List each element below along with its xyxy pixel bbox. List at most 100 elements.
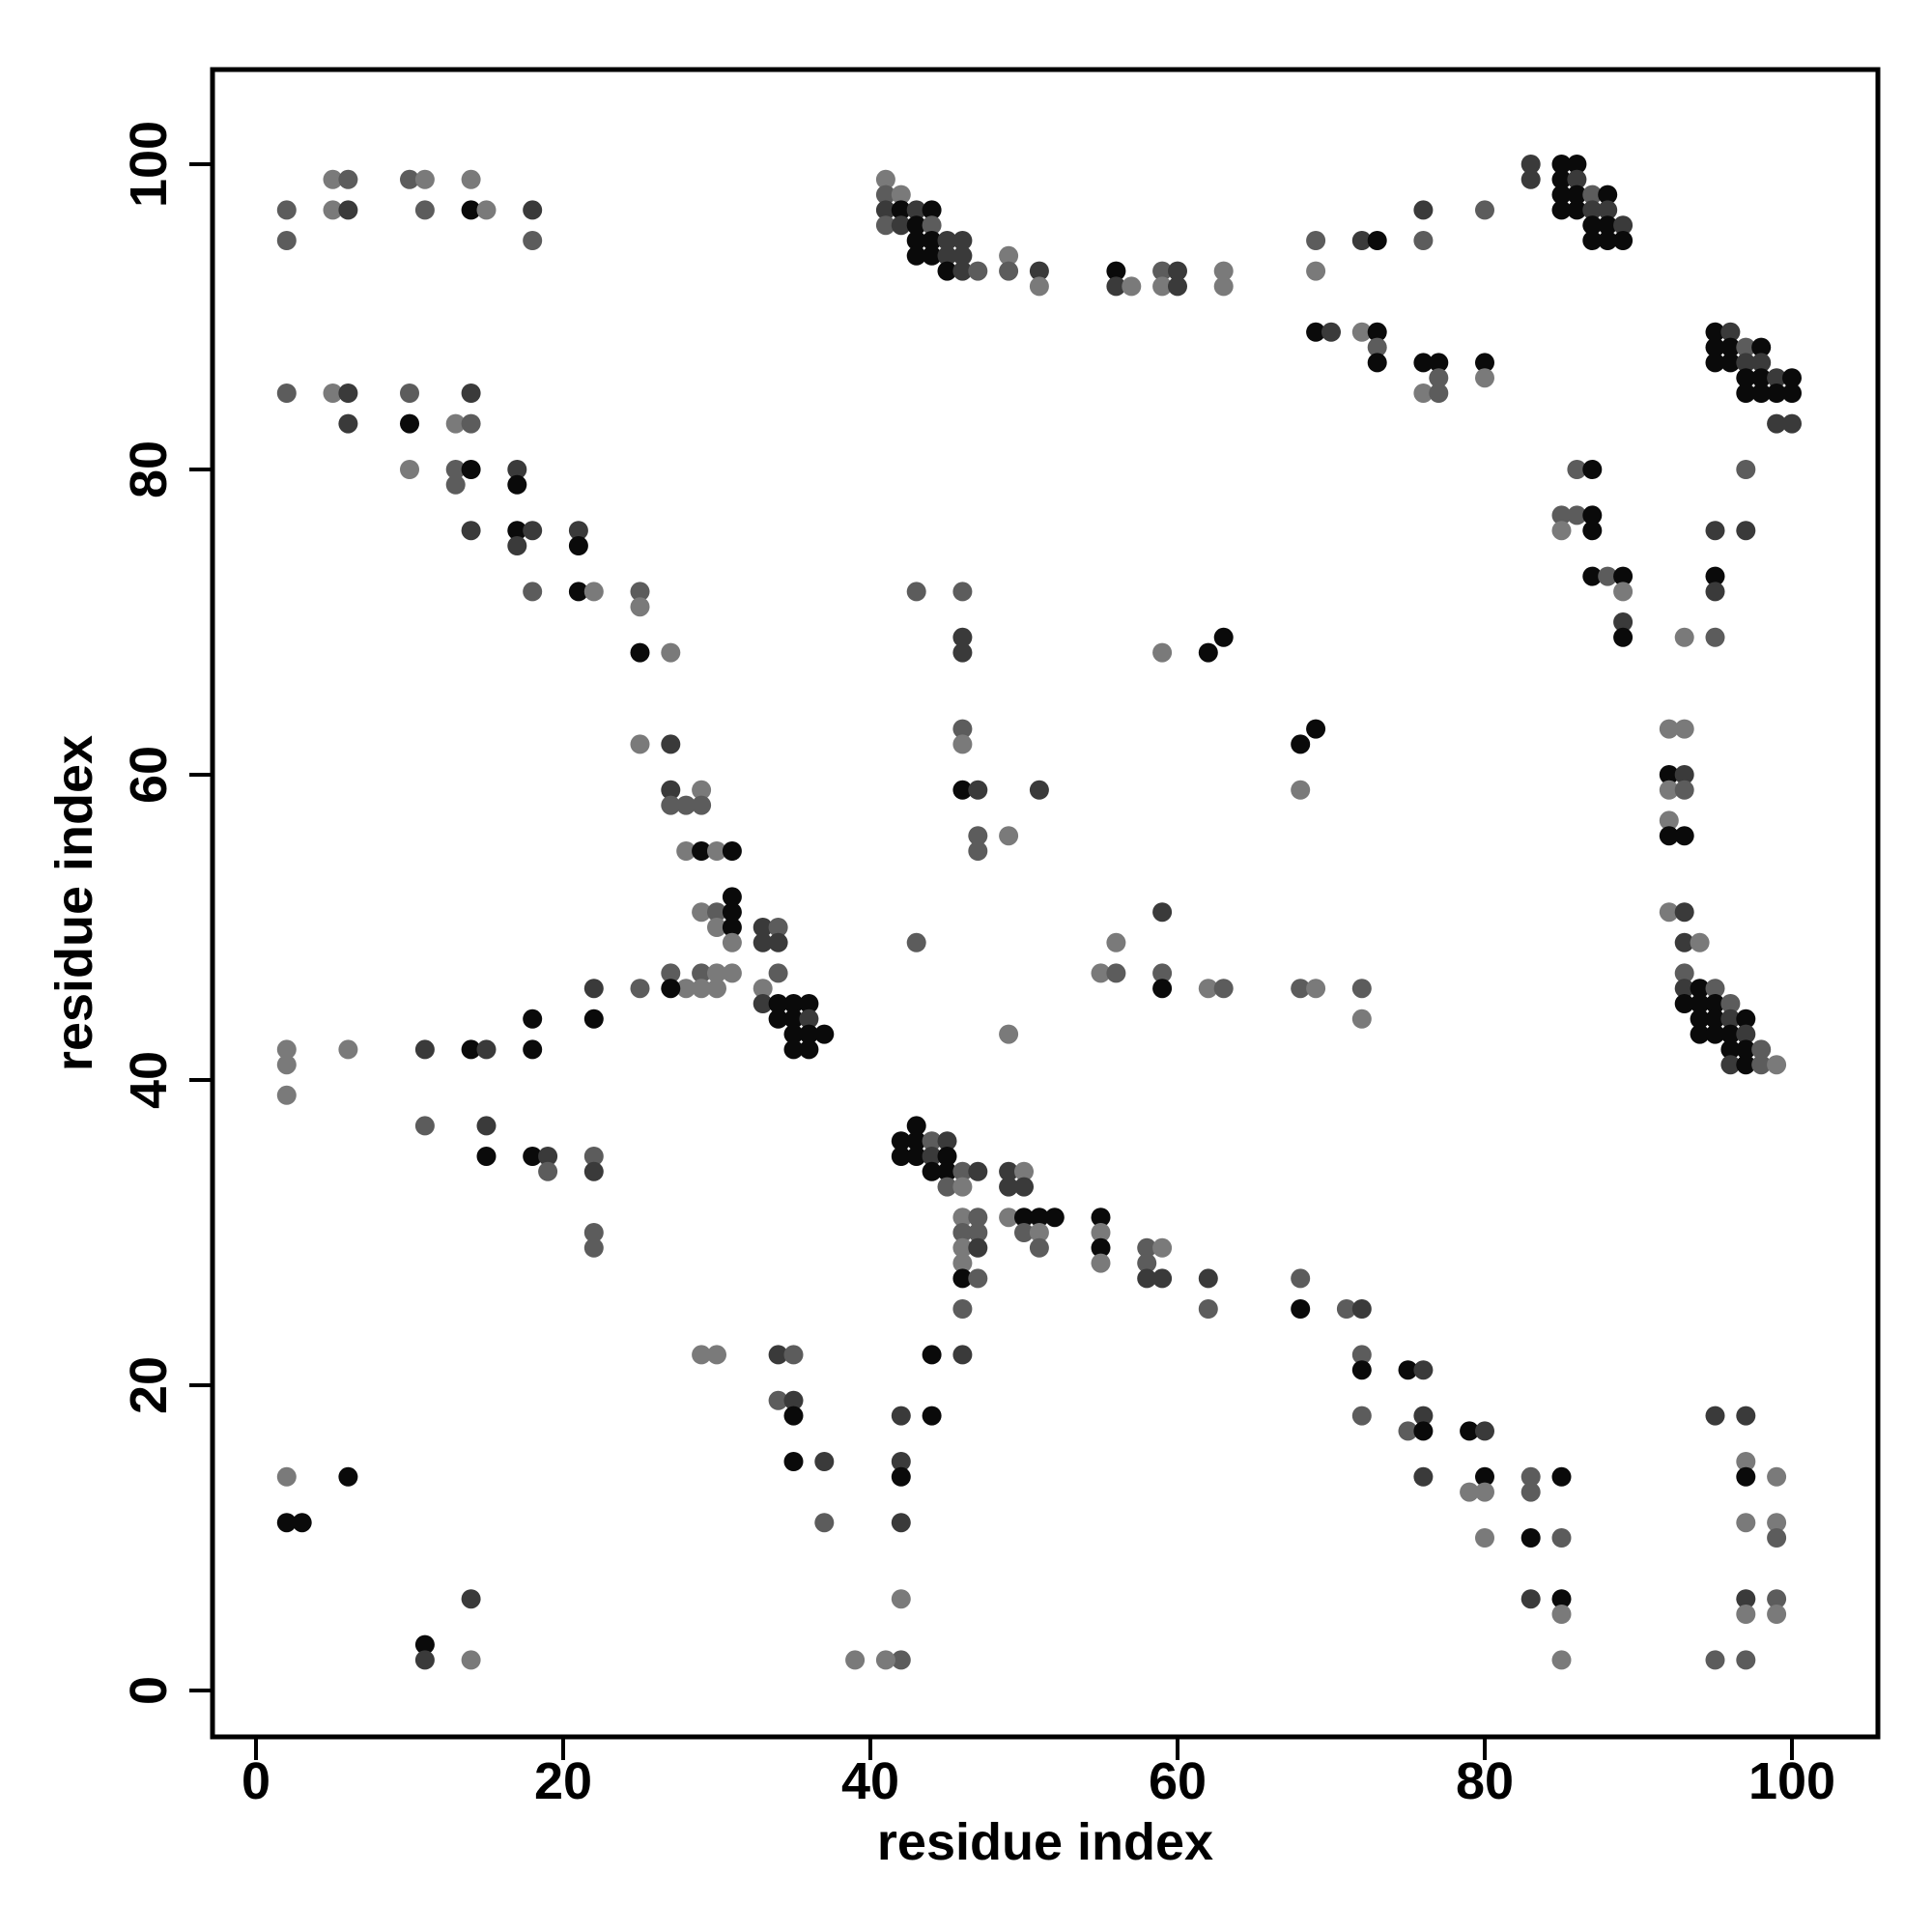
- x-tick-label: 60: [1149, 1752, 1207, 1810]
- data-point: [1674, 979, 1694, 999]
- data-point: [1598, 200, 1618, 220]
- data-point: [814, 1452, 835, 1471]
- data-point: [1551, 1466, 1572, 1487]
- data-point: [1091, 963, 1111, 983]
- data-point: [753, 994, 773, 1013]
- data-point: [1367, 337, 1387, 357]
- data-point: [1321, 322, 1341, 342]
- data-point: [661, 795, 681, 815]
- data-point: [1152, 979, 1173, 999]
- data-point: [1613, 215, 1634, 236]
- data-point: [445, 474, 466, 495]
- data-point: [952, 1253, 973, 1273]
- data-point: [952, 734, 973, 754]
- data-point: [722, 932, 742, 952]
- data-point: [1551, 155, 1572, 174]
- data-point: [768, 918, 788, 937]
- data-point: [1168, 276, 1187, 297]
- data-point: [476, 200, 497, 220]
- y-tick-label: 0: [120, 1676, 178, 1705]
- data-point: [1351, 1299, 1372, 1319]
- data-point: [768, 1390, 788, 1410]
- data-point: [952, 1208, 973, 1228]
- data-point: [1567, 169, 1587, 189]
- data-point: [1751, 337, 1772, 357]
- data-point: [1736, 353, 1756, 373]
- data-point: [1351, 1009, 1372, 1029]
- data-point: [1398, 1421, 1418, 1441]
- data-point: [937, 245, 957, 266]
- data-point: [1659, 719, 1679, 739]
- data-point: [400, 169, 419, 189]
- data-point: [922, 1131, 942, 1151]
- data-point: [1152, 1268, 1173, 1289]
- data-point: [1152, 276, 1173, 297]
- data-point: [1613, 566, 1634, 586]
- data-point: [461, 413, 481, 434]
- data-point: [323, 169, 343, 189]
- data-point: [968, 1268, 988, 1289]
- data-point: [968, 780, 988, 800]
- data-point: [1705, 627, 1725, 647]
- data-point: [1351, 1345, 1372, 1365]
- data-point: [707, 963, 726, 983]
- data-point: [445, 460, 466, 479]
- data-point: [922, 1161, 942, 1181]
- data-point: [906, 231, 926, 250]
- data-point: [1367, 322, 1387, 342]
- points-layer: [276, 155, 1802, 1670]
- data-point: [1213, 261, 1234, 281]
- data-point: [1137, 1237, 1157, 1258]
- data-point: [1598, 231, 1618, 250]
- data-point: [276, 1513, 297, 1533]
- data-point: [1598, 185, 1618, 205]
- data-point: [952, 231, 973, 250]
- data-point: [630, 597, 650, 617]
- data-point: [922, 231, 942, 250]
- data-point: [891, 185, 911, 205]
- data-point: [414, 1116, 435, 1136]
- data-point: [922, 1345, 942, 1365]
- data-point: [952, 1223, 973, 1242]
- data-point: [999, 245, 1019, 266]
- data-point: [952, 1161, 973, 1181]
- data-point: [1291, 780, 1311, 800]
- data-point: [1767, 368, 1787, 388]
- data-point: [461, 1589, 481, 1609]
- data-point: [1767, 1055, 1787, 1075]
- data-point: [461, 460, 481, 479]
- data-point: [1137, 1268, 1157, 1289]
- data-point: [968, 826, 988, 846]
- data-point: [1029, 276, 1049, 297]
- data-point: [568, 536, 588, 555]
- data-point: [692, 841, 712, 861]
- data-point: [1720, 322, 1741, 342]
- data-point: [937, 261, 957, 281]
- data-point: [1659, 902, 1679, 923]
- data-point: [1598, 566, 1618, 586]
- data-point: [906, 245, 926, 266]
- data-point: [783, 1039, 804, 1060]
- data-point: [1520, 1589, 1541, 1609]
- y-tick-label: 80: [120, 440, 178, 498]
- data-point: [1659, 765, 1679, 784]
- x-tick-label: 100: [1748, 1752, 1835, 1810]
- data-point: [1014, 1208, 1034, 1228]
- data-point: [1413, 231, 1434, 250]
- data-point: [922, 245, 942, 266]
- data-point: [1106, 963, 1126, 983]
- data-point: [906, 200, 926, 220]
- y-tick-label: 20: [120, 1356, 178, 1414]
- data-point: [1014, 1177, 1034, 1197]
- data-point: [1690, 1024, 1710, 1044]
- data-point: [999, 1024, 1019, 1044]
- data-point: [661, 979, 681, 999]
- data-point: [1613, 627, 1634, 647]
- data-point: [1351, 322, 1372, 342]
- data-point: [1551, 1528, 1572, 1548]
- data-point: [1413, 1466, 1434, 1487]
- data-point: [630, 582, 650, 602]
- data-point: [1720, 1024, 1741, 1044]
- data-point: [1429, 384, 1449, 403]
- data-point: [1720, 1009, 1741, 1029]
